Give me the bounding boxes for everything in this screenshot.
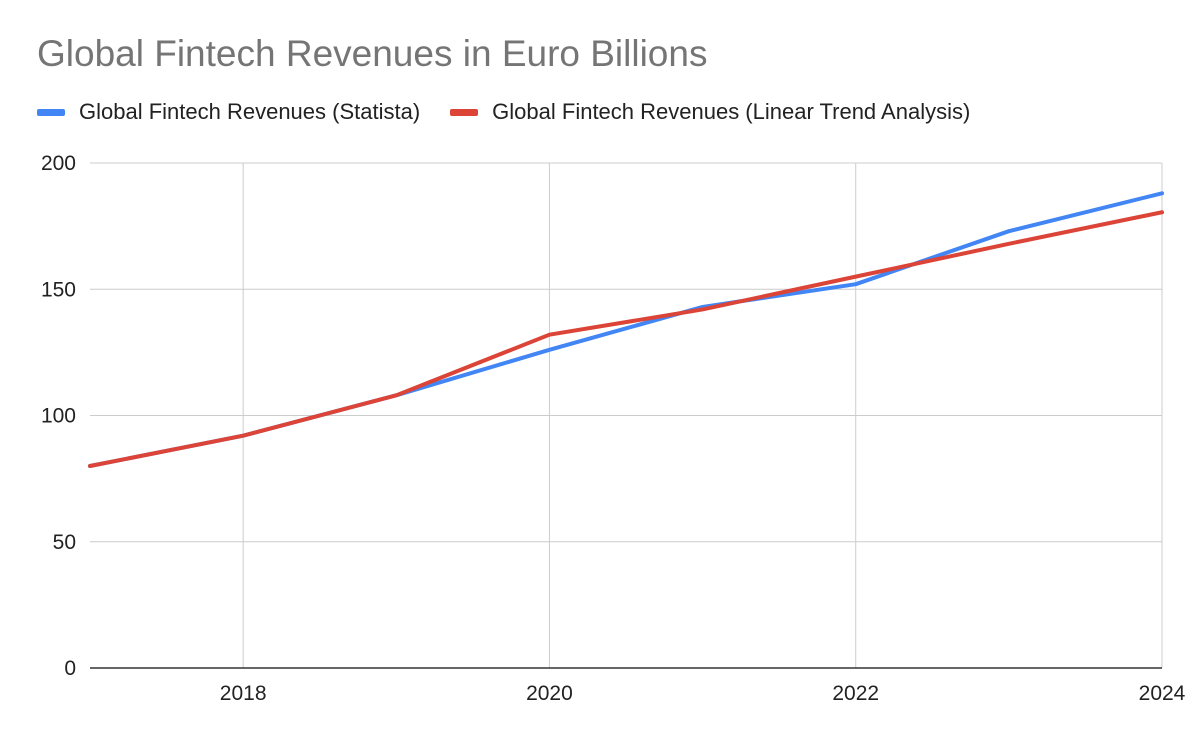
chart-title: Global Fintech Revenues in Euro Billions [37, 33, 708, 74]
legend-swatch-linear-trend [450, 108, 479, 116]
legend-item-linear-trend[interactable]: Global Fintech Revenues (Linear Trend An… [450, 99, 970, 125]
y-tick-label-100: 100 [41, 405, 76, 428]
x-tick-label-2018: 2018 [220, 682, 267, 705]
series-line-1 [88, 210, 1164, 468]
y-tick-label-150: 150 [41, 278, 76, 301]
legend-label-linear-trend: Global Fintech Revenues (Linear Trend An… [492, 99, 971, 124]
y-tick-label-200: 200 [41, 152, 76, 175]
x-tick-label-2020: 2020 [526, 682, 573, 705]
y-tick-label-50: 50 [53, 531, 76, 554]
y-tick-label-0: 0 [64, 657, 76, 680]
legend-label-statista: Global Fintech Revenues (Statista) [79, 99, 421, 124]
x-tick-label-2024: 2024 [1139, 682, 1186, 705]
legend-swatch-statista [37, 108, 65, 116]
series-line-0 [88, 191, 1164, 468]
x-tick-label-2022: 2022 [832, 682, 879, 705]
legend-item-statista[interactable]: Global Fintech Revenues (Statista) [37, 99, 420, 125]
legend: Global Fintech Revenues (Statista) Globa… [37, 99, 970, 125]
